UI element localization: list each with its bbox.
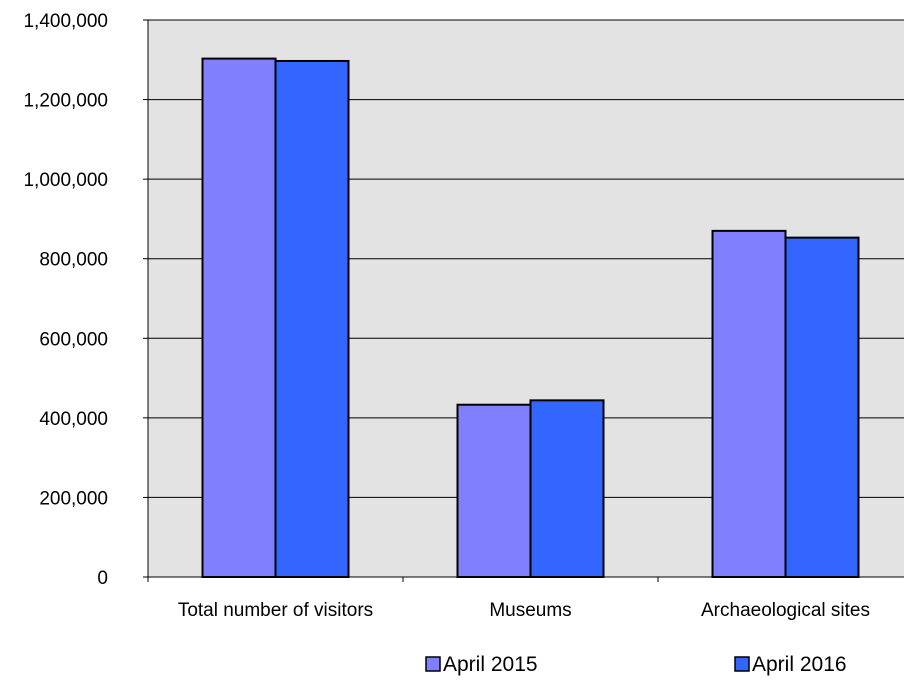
y-tick-label: 200,000 xyxy=(39,488,108,509)
legend-label: April 2015 xyxy=(443,653,538,676)
legend-label: April 2016 xyxy=(752,653,847,676)
bar-april-2016 xyxy=(529,399,605,579)
x-tick-label: Museums xyxy=(489,600,571,621)
bar-april-2015 xyxy=(711,229,787,578)
bar-april-2015 xyxy=(201,57,277,578)
y-tick-label: 600,000 xyxy=(39,329,108,350)
legend: April 2015 April 2016 xyxy=(425,653,847,676)
bar-april-2016 xyxy=(784,236,860,578)
legend-item: April 2015 xyxy=(425,653,538,676)
y-tick-label: 800,000 xyxy=(39,250,108,271)
legend-swatch xyxy=(734,656,750,672)
y-tick-label: 400,000 xyxy=(39,409,108,430)
bar-april-2016 xyxy=(274,59,350,578)
y-tick-label: 0 xyxy=(97,568,108,589)
x-tick-label: Total number of visitors xyxy=(178,600,373,621)
y-tick-label: 1,000,000 xyxy=(23,170,108,191)
y-tick-label: 1,400,000 xyxy=(23,11,108,32)
axes: 0 200,000 400,000 600,000 800,000 1,000,000 1,… xyxy=(23,11,904,621)
y-tick-label: 1,200,000 xyxy=(23,91,108,112)
legend-swatch xyxy=(425,656,441,672)
legend-item: April 2016 xyxy=(734,653,847,676)
bar-april-2015 xyxy=(456,403,532,578)
x-tick-label: Archaeological sites xyxy=(701,600,870,621)
